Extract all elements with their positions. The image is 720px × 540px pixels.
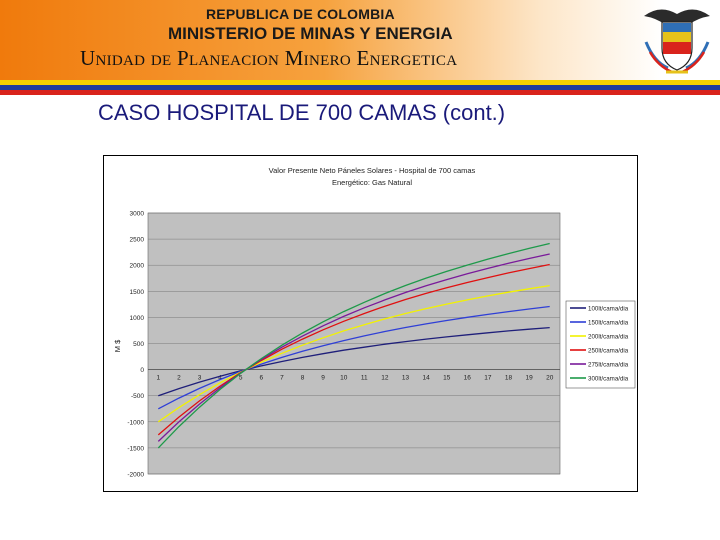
- y-tick-label: 3000: [130, 211, 145, 218]
- y-tick-label: 2000: [130, 263, 145, 270]
- x-tick-label: 15: [443, 375, 451, 382]
- y-tick-label: 1500: [130, 289, 145, 296]
- series-line: [158, 305, 550, 410]
- legend-label: 150lt/cama/dia: [588, 319, 629, 326]
- series-line: [157, 253, 550, 442]
- y-tick-label: -1500: [127, 445, 144, 452]
- y-axis-ticks: 3000 2500 2000 1500 1000 500 0 -500 -1000 -1500 -2…: [127, 211, 144, 479]
- x-tick-label: 6: [259, 375, 263, 382]
- x-tick-label: 14: [422, 375, 430, 382]
- chart-frame: Valor Presente Neto Páneles Solares - Ho…: [103, 155, 638, 492]
- y-tick-label: -2000: [127, 472, 144, 479]
- series-line: [157, 263, 550, 436]
- x-tick-label: 3: [198, 375, 202, 382]
- slide-title: CASO HOSPITAL DE 700 CAMAS (cont.): [98, 100, 506, 125]
- chart-subtitle: Energético: Gas Natural: [332, 178, 412, 187]
- coat-of-arms-icon: [644, 9, 710, 74]
- legend-label: 300lt/cama/dia: [588, 375, 629, 382]
- y-tick-label: -500: [131, 393, 144, 400]
- chart-title: Valor Presente Neto Páneles Solares - Ho…: [269, 166, 476, 175]
- organization-label: Unidad de Planeacion Minero Energetica: [80, 46, 458, 70]
- y-tick-label: 0: [140, 367, 144, 374]
- x-tick-label: 4: [218, 375, 222, 382]
- x-tick-label: 1: [156, 375, 160, 382]
- stripe-blue: [0, 85, 720, 90]
- y-axis-label: M $: [113, 339, 122, 352]
- x-tick-label: 11: [361, 375, 368, 382]
- npv-chart: Valor Presente Neto Páneles Solares - Ho…: [113, 166, 636, 479]
- legend-box: [565, 300, 636, 389]
- stripe-red: [0, 90, 720, 95]
- x-tick-label: 2: [177, 375, 181, 382]
- x-axis-ticks: 1 2 3 4 5 6 7 8 9 10 11 12 13 14 15 16 17 18 19 20: [156, 375, 553, 382]
- series-lines: [157, 242, 550, 449]
- x-tick-label: 5: [239, 375, 243, 382]
- y-tick-label: 1000: [130, 315, 145, 322]
- ministry-label: MINISTERIO DE MINAS Y ENERGIA: [168, 24, 453, 43]
- x-tick-label: 9: [321, 375, 325, 382]
- x-tick-label: 13: [402, 375, 410, 382]
- x-tick-label: 10: [340, 375, 348, 382]
- x-tick-label: 18: [505, 375, 513, 382]
- series-line: [157, 242, 550, 449]
- header-banner: REPUBLICA DE COLOMBIA MINISTERIO DE MINA…: [0, 0, 720, 80]
- series-line: [158, 326, 550, 397]
- series-line: [157, 284, 550, 423]
- country-label: REPUBLICA DE COLOMBIA: [206, 6, 395, 22]
- legend: 100lt/cama/dia 150lt/cama/dia 200lt/cama/d…: [565, 300, 636, 389]
- legend-entries: 100lt/cama/dia 150lt/cama/dia 200lt/cama/d…: [570, 305, 629, 382]
- x-tick-label: 19: [525, 375, 533, 382]
- y-tick-label: -1000: [127, 419, 144, 426]
- y-tick-label: 500: [133, 341, 144, 348]
- legend-label: 200lt/cama/dia: [588, 333, 629, 340]
- stripe-yellow: [0, 80, 720, 85]
- legend-label: 100lt/cama/dia: [588, 305, 629, 312]
- y-tick-label: 2500: [130, 237, 145, 244]
- x-tick-label: 12: [381, 375, 389, 382]
- flag-stripes: [0, 80, 720, 95]
- x-tick-label: 7: [280, 375, 284, 382]
- x-tick-label: 17: [484, 375, 492, 382]
- legend-label: 275lt/cama/dia: [588, 361, 629, 368]
- x-tick-label: 20: [546, 375, 554, 382]
- legend-label: 250lt/cama/dia: [588, 347, 629, 354]
- x-tick-label: 16: [464, 375, 472, 382]
- x-tick-label: 8: [301, 375, 305, 382]
- gridlines: [148, 212, 560, 475]
